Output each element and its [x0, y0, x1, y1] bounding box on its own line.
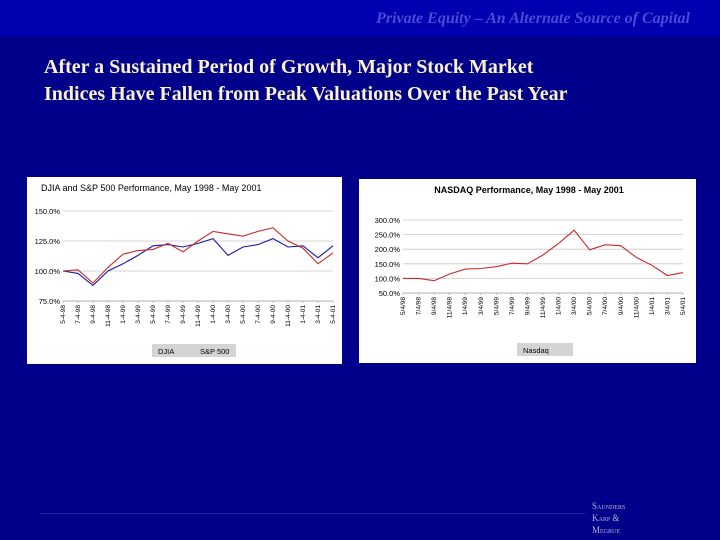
nasdaq-legend-entry: Nasdaq	[523, 346, 549, 355]
djia-series-line-1	[62, 227, 334, 284]
djia-legend-box	[152, 344, 236, 357]
djia-chart-title: DJIA and S&P 500 Performance, May 1998 -…	[41, 183, 261, 193]
nasdaq-chart: NASDAQ Performance, May 1998 - May 2001 3…	[375, 185, 687, 356]
djia-sp500-chart: DJIA and S&P 500 Performance, May 1998 -…	[35, 183, 337, 357]
header-title: Private Equity – An Alternate Source of …	[376, 10, 690, 27]
nasdaq-series-line-0	[403, 229, 684, 282]
nasdaq-x-tick-label: 1/4/00	[556, 297, 563, 315]
nasdaq-x-tick-label: 9/4/00	[618, 297, 625, 315]
nasdaq-x-tick-label: 9/4/98	[431, 297, 438, 315]
header-bar: Private Equity – An Alternate Source of …	[0, 0, 720, 36]
djia-x-tick-label: 9-4-98	[90, 305, 97, 324]
nasdaq-x-tick-label: 7/4/98	[416, 297, 423, 315]
nasdaq-x-tick-label: 5/4/00	[587, 297, 594, 315]
nasdaq-x-tick-label: 5/4/99	[493, 297, 500, 315]
djia-y-tick-label: 100.0%	[35, 267, 61, 276]
logo-line-1: Saunders	[592, 501, 626, 511]
nasdaq-x-tick-label: 1/4/01	[649, 297, 656, 315]
nasdaq-y-tick-label: 300.0%	[375, 216, 401, 225]
logo-line-2: Karp &	[592, 513, 620, 523]
nasdaq-x-tick-label: 3/4/99	[478, 297, 485, 315]
nasdaq-legend-box	[517, 343, 573, 356]
djia-x-tick-label: 9-4-00	[270, 305, 277, 324]
nasdaq-chart-panel: NASDAQ Performance, May 1998 - May 2001 3…	[359, 179, 696, 363]
nasdaq-x-tick-label: 5/4/98	[400, 297, 407, 315]
djia-x-tick-label: 11-4-98	[105, 305, 112, 327]
nasdaq-x-tick-label: 3/4/00	[571, 297, 578, 315]
djia-x-tick-label: 1-4-00	[210, 305, 217, 324]
nasdaq-x-tick-label: 9/4/99	[524, 297, 531, 315]
djia-y-tick-label: 75.0%	[39, 297, 61, 306]
djia-x-tick-label: 5-4-00	[240, 305, 247, 324]
djia-x-tick-label: 1-4-01	[300, 305, 307, 324]
djia-x-tick-label: 11-4-00	[285, 305, 292, 327]
nasdaq-y-tick-label: 100.0%	[375, 274, 401, 283]
nasdaq-x-tick-label: 3/4/01	[664, 297, 671, 315]
djia-x-tick-label: 7-4-99	[165, 305, 172, 324]
nasdaq-x-tick-label: 11/4/99	[540, 297, 547, 319]
djia-x-tick-label: 3-4-00	[225, 305, 232, 324]
djia-series-line-0	[62, 237, 334, 287]
djia-legend-entry: DJIA	[158, 347, 174, 356]
slide-title: After a Sustained Period of Growth, Majo…	[44, 54, 694, 108]
djia-x-tick-label: 3-4-01	[315, 305, 322, 324]
footer-divider	[40, 513, 585, 514]
nasdaq-x-tick-label: 11/4/98	[447, 297, 454, 319]
djia-x-tick-label: 7-4-98	[75, 305, 82, 324]
djia-x-tick-label: 3-4-99	[135, 305, 142, 324]
djia-x-tick-label: 5-4-99	[150, 305, 157, 324]
djia-x-tick-label: 5-4-98	[60, 305, 67, 324]
djia-x-tick-label: 1-4-99	[120, 305, 127, 324]
nasdaq-y-tick-label: 250.0%	[375, 231, 401, 240]
nasdaq-x-tick-label: 7/4/00	[602, 297, 609, 315]
nasdaq-x-tick-label: 7/4/99	[509, 297, 516, 315]
company-logo: Saunders Karp & Megrue	[592, 500, 625, 536]
nasdaq-x-tick-label: 1/4/99	[462, 297, 469, 315]
slide-title-line-1: After a Sustained Period of Growth, Majo…	[44, 56, 534, 78]
nasdaq-x-tick-label: 5/4/01	[680, 297, 687, 315]
nasdaq-chart-title: NASDAQ Performance, May 1998 - May 2001	[434, 185, 624, 195]
djia-sp500-chart-panel: DJIA and S&P 500 Performance, May 1998 -…	[27, 177, 342, 364]
djia-x-tick-label: 5-4-01	[330, 305, 337, 324]
nasdaq-y-tick-label: 50.0%	[379, 289, 401, 298]
nasdaq-y-tick-label: 150.0%	[375, 260, 401, 269]
djia-x-tick-label: 7-4-00	[255, 305, 262, 324]
djia-y-tick-label: 150.0%	[35, 207, 61, 216]
djia-x-tick-label: 9-4-99	[180, 305, 187, 324]
nasdaq-y-tick-label: 200.0%	[375, 245, 401, 254]
slide-title-line-2: Indices Have Fallen from Peak Valuations…	[44, 83, 568, 105]
djia-legend-entry: S&P 500	[200, 347, 229, 356]
djia-x-tick-label: 11-4-99	[195, 305, 202, 327]
nasdaq-x-tick-label: 11/4/00	[633, 297, 640, 319]
djia-y-tick-label: 125.0%	[35, 237, 61, 246]
logo-line-3: Megrue	[592, 525, 621, 535]
